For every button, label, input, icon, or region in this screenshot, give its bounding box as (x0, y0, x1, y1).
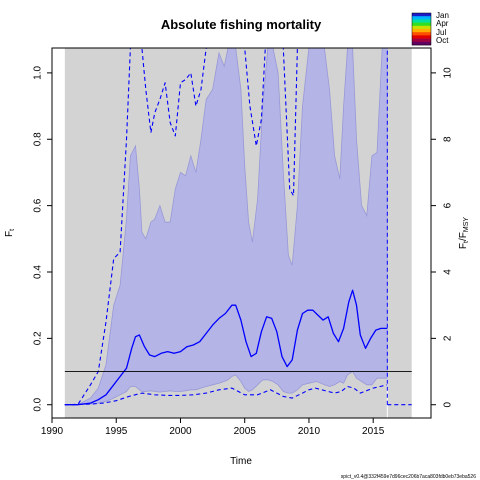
y2-tick-label-2: 4 (443, 269, 454, 275)
y-tick-label-3: 0.6 (33, 198, 44, 212)
x-tick-label-1990: 1990 (41, 426, 64, 437)
legend-swatch-7 (412, 35, 431, 39)
legend-label-jul: Jul (436, 28, 446, 37)
y2-tick-label-3: 6 (443, 202, 454, 208)
legend-label-oct: Oct (436, 36, 449, 45)
series-line-upper-ci (64, 48, 388, 406)
legend-swatch-5 (412, 29, 431, 33)
legend-label-jan: Jan (436, 11, 449, 20)
x-tick-label-2000: 2000 (169, 426, 192, 437)
x-tick-label-1995: 1995 (105, 426, 128, 437)
y2-tick-label-4: 8 (443, 136, 454, 142)
legend-swatches (411, 12, 432, 46)
y2-axis-label-mid: /F (458, 232, 469, 241)
series-line-lower-ci (64, 384, 388, 406)
legend-swatch-1 (412, 16, 431, 20)
x-tick-label-2015: 2015 (362, 426, 385, 437)
y2-axis-label: Ft/FMSY (458, 217, 470, 249)
x-axis-label: Time (230, 456, 252, 467)
axes-layer: 1990 1995 2000 2005 2010 20150.00.20.40.60.81… (33, 66, 454, 437)
y-tick-label-4: 0.8 (33, 132, 44, 146)
legend-swatch-8 (412, 38, 431, 43)
y2-tick-label-0: 0 (443, 402, 454, 408)
y-tick-label-2: 0.4 (33, 265, 44, 279)
series-line-estimate (64, 289, 388, 406)
legend-swatch-6 (412, 32, 431, 36)
x-tick-label-2010: 2010 (298, 426, 321, 437)
legend-label-apr: Apr (436, 19, 449, 28)
series-layer (64, 48, 412, 406)
y2-axis-label-main: F (458, 243, 469, 249)
legend-frame (411, 12, 432, 46)
legend-swatch-4 (412, 25, 431, 30)
y-tick-label-5: 1.0 (33, 66, 44, 80)
plot-frame (51, 47, 432, 419)
y-axis-label: Ft (4, 229, 16, 237)
legend-swatch-3 (412, 22, 431, 27)
x-tick-label-2005: 2005 (234, 426, 257, 437)
month-color-legend: Jan Apr Jul Oct (411, 11, 449, 46)
chart-title: Absolute fishing mortality (161, 17, 322, 32)
legend-swatch-0 (412, 13, 431, 17)
y2-tick-label-5: 10 (443, 67, 454, 79)
y-axis-label-sub: t (9, 229, 16, 231)
y2-tick-label-1: 2 (443, 335, 454, 341)
y-tick-label-1: 0.2 (33, 331, 44, 345)
y-tick-label-0: 0.0 (33, 397, 44, 411)
y2-axis-label-sub1: t (463, 241, 470, 243)
y2-axis-label-sub2: MSY (463, 217, 470, 233)
legend-swatch-2 (412, 19, 431, 23)
legend-swatch-9 (412, 41, 431, 46)
footer-version-text: spict_v0.4@332f459e7d96cec206b7aca803fdb… (341, 474, 476, 480)
y-axis-label-main: F (4, 231, 15, 237)
